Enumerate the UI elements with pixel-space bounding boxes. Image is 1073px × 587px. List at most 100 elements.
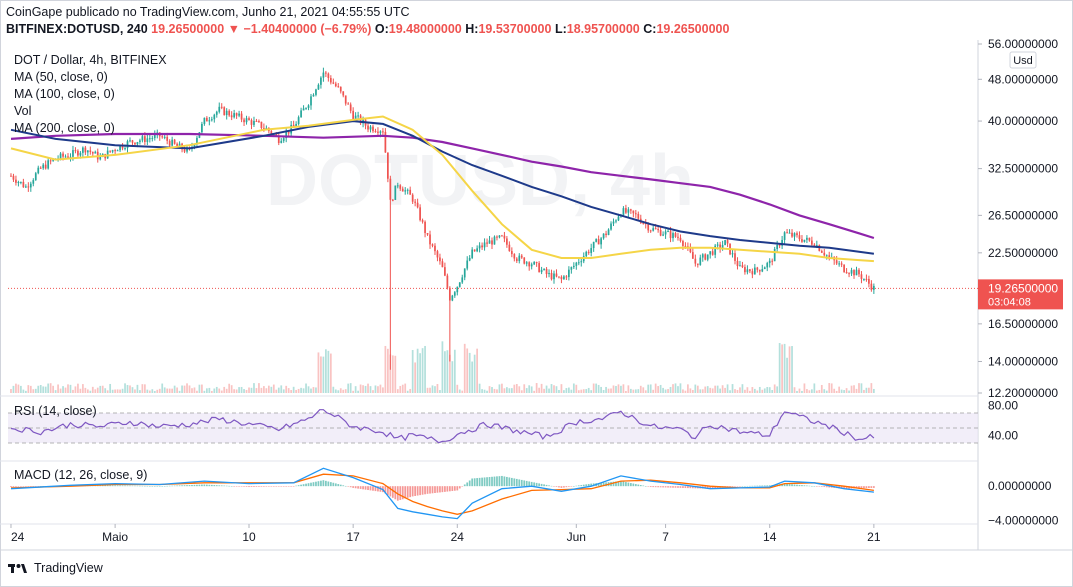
volume-bar [69, 384, 72, 393]
macd-histogram-bar [746, 485, 749, 487]
volume-bar [307, 386, 310, 393]
macd-histogram-bar [183, 485, 186, 487]
candle-body [825, 255, 828, 257]
volume-bar [773, 384, 776, 393]
volume-bar [245, 389, 248, 393]
volume-bar [22, 389, 25, 393]
macd-histogram-bar [287, 486, 290, 487]
macd-histogram-bar [15, 486, 17, 487]
macd-histogram-bar [10, 486, 12, 488]
volume-bar [659, 384, 662, 393]
candle-body [275, 134, 278, 136]
candle-body [592, 241, 595, 249]
macd-histogram-bar [367, 486, 369, 491]
volume-bar [639, 385, 642, 393]
volume-bar [96, 387, 99, 393]
candle-body [210, 119, 213, 121]
footer-brand[interactable]: TradingView [8, 561, 103, 575]
macd-histogram-bar [744, 486, 746, 487]
volume-bar [585, 389, 588, 393]
macd-histogram-bar [292, 486, 295, 487]
candle-body [682, 240, 684, 246]
macd-histogram-bar [736, 486, 739, 487]
candle-body [292, 124, 295, 127]
candle-body [488, 240, 491, 244]
macd-histogram-bar [652, 486, 655, 488]
volume-bar [553, 385, 555, 393]
volume-bar [240, 386, 243, 393]
macd-histogram-bar [530, 481, 533, 487]
macd-histogram-bar [173, 485, 176, 487]
legend-ma100[interactable]: MA (100, close, 0) [14, 87, 115, 101]
macd-histogram-bar [622, 481, 625, 487]
volume-bar [193, 387, 196, 393]
macd-histogram-bar [506, 476, 508, 487]
price-tick-label: 48.00000000 [988, 72, 1058, 86]
macd-histogram-bar [359, 486, 362, 489]
candle-body [778, 244, 781, 246]
change-value: ▼ −1.40400000 (−6.79%) [227, 22, 372, 36]
legend-vol[interactable]: Vol [14, 104, 32, 118]
candle-body [612, 221, 615, 224]
macd-histogram-bar [424, 486, 426, 495]
macd-histogram-bar [193, 484, 196, 487]
candle-body [193, 144, 196, 147]
candle-body [590, 248, 593, 253]
candle-body [282, 138, 285, 141]
legend-title[interactable]: DOT / Dollar, 4h, BITFINEX [14, 53, 167, 67]
volume-bar [823, 389, 826, 393]
candle-body [124, 148, 126, 150]
volume-bar [724, 387, 726, 393]
volume-bar [820, 384, 823, 393]
volume-bar [183, 385, 186, 393]
macd-histogram-bar [12, 486, 15, 487]
macd-histogram-bar [384, 486, 387, 494]
macd-histogram-bar [282, 486, 285, 487]
volume-bar [315, 387, 317, 393]
time-tick-label: Maio [102, 530, 128, 544]
low-label: L: [554, 22, 567, 36]
volume-bar [753, 388, 756, 393]
macd-histogram-bar [761, 485, 764, 487]
volume-bar [218, 388, 221, 393]
candle-body [106, 150, 109, 159]
candle-body [473, 249, 476, 252]
macd-histogram-bar [198, 484, 201, 487]
volume-bar [855, 388, 858, 393]
volume-bar [691, 389, 694, 393]
time-tick-label: 7 [662, 530, 669, 544]
candle-body [506, 238, 508, 245]
volume-bar [270, 386, 273, 393]
candle-body [136, 142, 139, 145]
macd-histogram-bar [141, 485, 144, 487]
macd-histogram-bar [121, 485, 124, 487]
volume-bar [677, 386, 679, 393]
volume-bar [763, 388, 766, 393]
volume-bar [201, 384, 203, 393]
candle-body [168, 140, 171, 146]
volume-bar [394, 355, 397, 393]
macd-histogram-bar [24, 486, 27, 487]
candle-body [751, 271, 754, 275]
macd-histogram-bar [625, 482, 627, 487]
volume-bar [367, 383, 369, 393]
macd-histogram-bar [637, 484, 640, 487]
candle-body [746, 269, 749, 273]
legend-macd[interactable]: MACD (12, 26, close, 9) [14, 468, 148, 482]
macd-histogram-bar [191, 484, 193, 487]
volume-bar [369, 386, 372, 393]
time-tick-label: 24 [451, 530, 465, 544]
legend-ma200[interactable]: MA (200, close, 0) [14, 121, 115, 135]
legend-ma50[interactable]: MA (50, close, 0) [14, 70, 108, 84]
macd-histogram-bar [213, 485, 216, 487]
volume-bar [627, 385, 630, 393]
volume-bar [793, 387, 796, 393]
macd-histogram-bar [99, 485, 102, 487]
macd-histogram-bar [456, 486, 459, 491]
candle-body [610, 223, 612, 230]
legend-rsi[interactable]: RSI (14, close) [14, 404, 97, 418]
macd-histogram-bar [647, 486, 650, 487]
macd-histogram-bar [329, 482, 332, 487]
candle-body [290, 124, 293, 134]
